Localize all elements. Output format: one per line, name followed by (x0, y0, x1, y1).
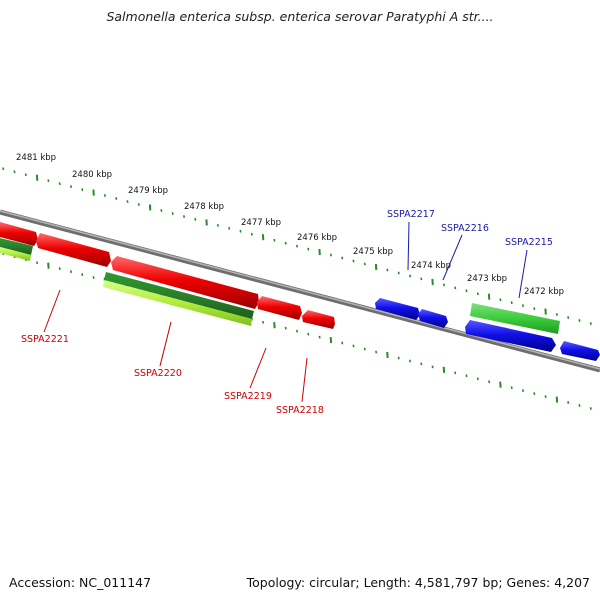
leader-line-2218 (301, 357, 308, 403)
leader-line-2221 (43, 289, 61, 333)
leader-line-2215 (518, 249, 528, 299)
gene-arrow-right (560, 341, 600, 361)
topology-summary: Topology: circular; Length: 4,581,797 bp… (246, 575, 590, 590)
kbp-label-2478: 2478 kbp (184, 202, 224, 212)
genome-backbone (0, 209, 600, 373)
gene-arrow-2217 (375, 298, 420, 320)
kbp-label-2481: 2481 kbp (16, 153, 56, 163)
gene-label-sspa2215[interactable]: SSPA2215 (505, 237, 553, 248)
reverse-genes (375, 298, 600, 361)
forward-genes (0, 222, 335, 329)
gene-arrow-2215 (465, 320, 556, 352)
genome-title: Salmonella enterica subsp. enterica sero… (106, 9, 494, 24)
kbp-label-2474: 2474 kbp (411, 261, 451, 271)
gene-label-sspa2220[interactable]: SSPA2220 (134, 368, 182, 379)
gene-arrow-2218 (302, 310, 335, 329)
kbp-label-2472: 2472 kbp (524, 287, 564, 297)
green-feature-2220 (104, 272, 254, 319)
leader-line-2219 (249, 347, 267, 389)
scale-ticks-outer (2, 167, 592, 325)
kbp-label-2475: 2475 kbp (353, 247, 393, 257)
accession-text: Accession: NC_011147 (9, 575, 152, 590)
gene-arrow-2219 (257, 296, 302, 320)
gene-labels: SSPA2221 SSPA2220 SSPA2219 SSPA2218 SSPA… (21, 209, 553, 416)
kbp-label-2477: 2477 kbp (241, 218, 281, 228)
gene-arrow-2216 (418, 309, 448, 328)
kbp-label-2473: 2473 kbp (467, 274, 507, 284)
genome-backbone-highlight (0, 210, 600, 370)
label-leader-lines (43, 221, 528, 403)
lime-feature-left (0, 247, 31, 261)
feature-track-green (0, 238, 560, 334)
leader-line-2220 (159, 321, 172, 367)
gene-label-sspa2218[interactable]: SSPA2218 (276, 405, 324, 416)
gene-arrow-2221 (36, 233, 111, 267)
gene-label-sspa2221[interactable]: SSPA2221 (21, 334, 69, 345)
green-feature-left (0, 238, 33, 255)
kbp-label-2476: 2476 kbp (297, 233, 337, 243)
kbp-label-2479: 2479 kbp (128, 186, 168, 196)
gene-label-sspa2216[interactable]: SSPA2216 (441, 223, 489, 234)
kbp-label-2480: 2480 kbp (72, 170, 112, 180)
leader-line-2216 (442, 234, 463, 281)
lime-feature-2220 (103, 280, 252, 326)
kbp-labels: 2481 kbp 2480 kbp 2479 kbp 2478 kbp 2477… (16, 153, 564, 297)
leader-line-2217 (407, 221, 410, 271)
gene-label-sspa2219[interactable]: SSPA2219 (224, 391, 272, 402)
green-feature-2215 (470, 303, 560, 334)
gene-arrow-2220 (111, 256, 259, 309)
gene-arrow-left (0, 222, 38, 246)
gene-label-sspa2217[interactable]: SSPA2217 (387, 209, 435, 220)
